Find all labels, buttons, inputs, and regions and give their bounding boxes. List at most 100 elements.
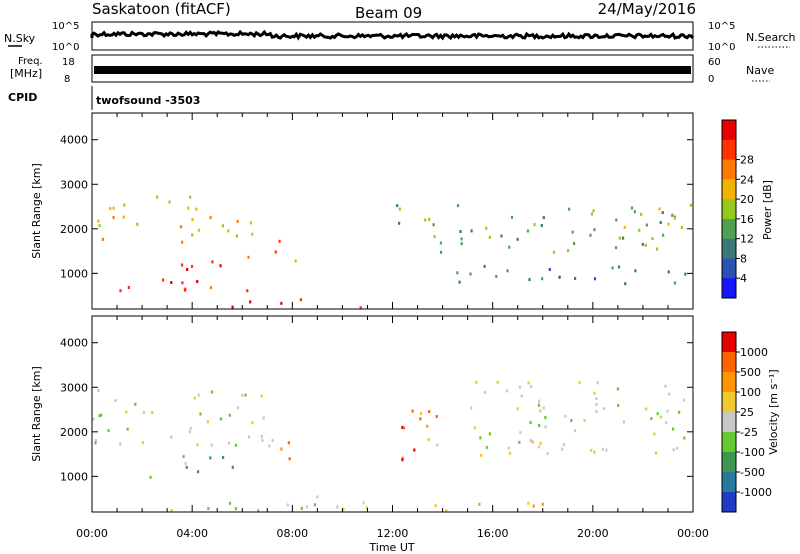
scatter-cell: [518, 440, 521, 444]
scatter-cell: [424, 218, 427, 222]
scatter-cell: [210, 443, 213, 447]
scatter-cell: [439, 250, 443, 254]
scatter-cell: [119, 442, 122, 446]
velocity-y-axis: 1000 2000 3000 4000: [60, 337, 693, 483]
scatter-cell: [595, 403, 598, 407]
scatter-cell: [469, 272, 472, 276]
scatter-cell: [433, 235, 436, 239]
scatter-cell: [488, 235, 491, 239]
scatter-cell: [567, 249, 570, 253]
scatter-cell: [634, 269, 637, 273]
scatter-cell: [183, 288, 186, 292]
scatter-cell: [589, 233, 592, 237]
scatter-cell: [519, 431, 522, 435]
scatter-cell: [542, 216, 545, 220]
scatter-cell: [100, 413, 103, 417]
scatter-cell: [516, 407, 519, 411]
power-colorbar-tick-label: 20: [740, 193, 754, 206]
scatter-cell: [181, 240, 184, 244]
velocity-colorbar-tick-label: -500: [740, 466, 765, 479]
scatter-cell: [246, 289, 249, 293]
scatter-cell: [101, 237, 104, 241]
scatter-cell: [170, 509, 173, 513]
scatter-cell: [539, 441, 542, 445]
scatter-cell: [228, 501, 232, 505]
freq-label-2: [MHz]: [10, 67, 42, 80]
power-y-label: Slant Range [km]: [30, 163, 43, 259]
time-tick-label: 08:00: [276, 527, 308, 540]
scatter-cell: [571, 230, 574, 234]
scatter-cell: [419, 412, 423, 415]
scatter-cell: [411, 409, 414, 413]
colorbar-frame: [721, 331, 737, 513]
scatter-cell: [434, 504, 437, 508]
scatter-cell: [251, 232, 254, 236]
scatter-cell: [193, 396, 196, 400]
scatter-cell: [227, 229, 230, 233]
scatter-cell: [529, 421, 532, 424]
scatter-cell: [189, 195, 192, 199]
scatter-cell: [247, 255, 250, 259]
scatter-cell: [662, 233, 665, 237]
velocity-y-label: Slant Range [km]: [30, 366, 43, 462]
scatter-cell: [644, 243, 647, 247]
scatter-cell: [112, 206, 115, 210]
scatter-cell: [593, 277, 597, 281]
scatter-cell: [654, 451, 658, 455]
scatter-cell: [179, 225, 183, 229]
scatter-cell: [427, 438, 430, 442]
scatter-cell: [413, 448, 416, 452]
scatter-cell: [435, 415, 438, 418]
scatter-cell: [257, 509, 260, 513]
scatter-cell: [526, 229, 530, 233]
velocity-colorbar-tick-label: -100: [740, 446, 765, 459]
time-tick-label: 16:00: [477, 527, 509, 540]
scatter-cell: [659, 221, 662, 225]
scatter-cell: [244, 393, 247, 397]
scatter-cell: [197, 228, 201, 232]
colorbar-frame: [721, 119, 737, 299]
scatter-cell: [617, 265, 621, 269]
scatter-cell: [209, 216, 212, 220]
scatter-cell: [507, 446, 510, 450]
nave-tick-top: 60: [708, 57, 721, 68]
scatter-cell: [672, 427, 675, 431]
scatter-cell: [518, 385, 521, 389]
scatter-cell: [623, 225, 626, 229]
scatter-cell: [211, 260, 214, 264]
scatter-cell: [573, 242, 576, 245]
power-colorbar-tick-label: 8: [740, 252, 747, 265]
scatter-cell: [546, 452, 549, 455]
scatter-cell: [300, 506, 303, 510]
velocity-colorbar-label: Velocity [m s⁻¹]: [767, 369, 780, 454]
scatter-cell: [231, 305, 234, 309]
scatter-cell: [672, 448, 675, 452]
scatter-cell: [181, 281, 184, 285]
scatter-cell: [168, 200, 171, 204]
scatter-cell: [645, 407, 648, 411]
scatter-cell: [199, 412, 202, 416]
scatter-cell: [170, 281, 173, 284]
scatter-cell: [191, 218, 194, 221]
scatter-cell: [188, 430, 191, 434]
power-y-axis: 1000 2000 3000 4000: [60, 134, 693, 280]
scatter-cell: [671, 213, 674, 217]
scatter-cell: [530, 439, 533, 443]
scatter-cell: [439, 241, 442, 245]
scatter-cell: [527, 381, 530, 385]
scatter-cell: [689, 203, 692, 207]
scatter-cell: [141, 441, 144, 445]
scatter-cell: [544, 416, 547, 420]
scatter-cell: [488, 432, 491, 436]
scatter-cell: [294, 259, 297, 263]
scatter-cell: [219, 417, 222, 421]
colorbar-swatch: [722, 218, 736, 240]
scatter-cell: [251, 421, 254, 425]
scatter-cell: [578, 381, 581, 385]
power-colorbar-tick-label: 12: [740, 233, 754, 246]
scatter-cell: [228, 441, 231, 445]
scatter-cell: [593, 391, 596, 395]
y-tick-label: 3000: [60, 178, 88, 191]
scatter-cell: [134, 402, 137, 406]
